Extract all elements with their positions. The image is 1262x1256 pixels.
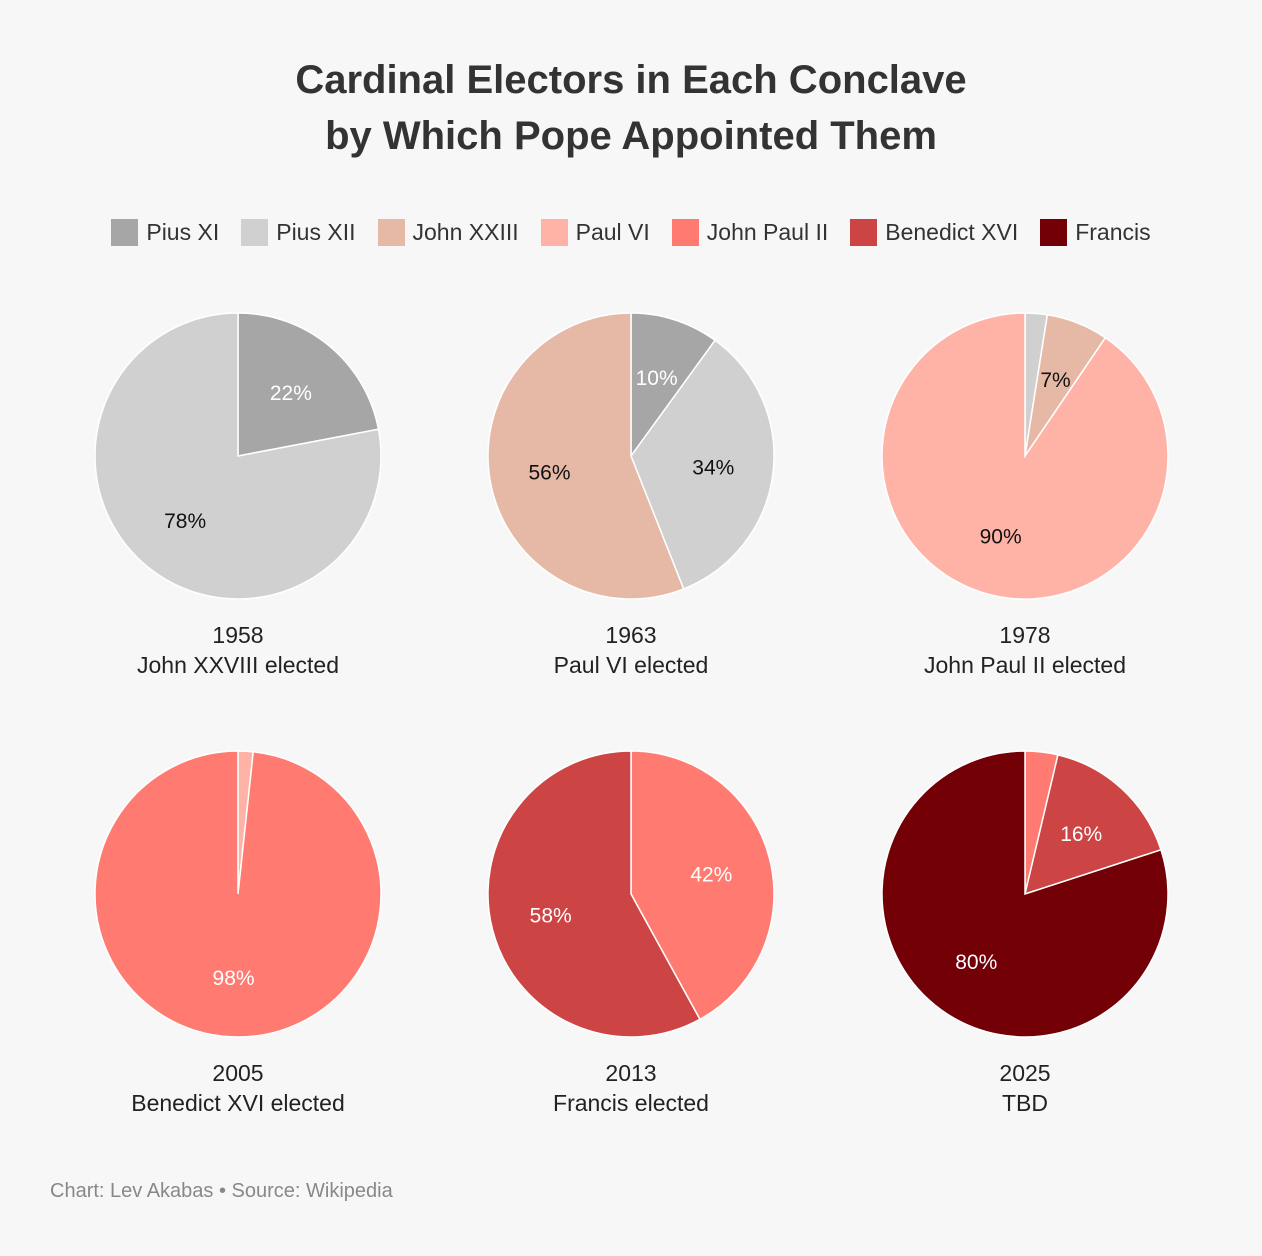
legend-item: John XXIII [377, 219, 519, 246]
pie-slice [1023, 753, 1162, 896]
legend-label: Paul VI [575, 219, 650, 245]
pie-caption-year: 1963 [605, 622, 657, 648]
legend-swatch [1040, 219, 1068, 246]
slice-label: 42% [690, 863, 732, 886]
legend-item: Paul VI [540, 219, 650, 246]
pie-chart-2005: 98% [94, 750, 382, 1038]
pie-caption: 1978 John Paul II elected [845, 620, 1205, 680]
pie-slice [630, 312, 717, 459]
pie-caption-text: TBD [1002, 1090, 1048, 1116]
pie-caption-text: John Paul II elected [923, 652, 1127, 678]
legend-swatch [671, 219, 699, 246]
pie-caption-year: 1958 [212, 622, 264, 648]
legend-label: Benedict XVI [885, 219, 1019, 245]
legend-item: John Paul II [671, 219, 829, 246]
pie-caption-text: Paul VI elected [553, 652, 709, 678]
legend-item: Pius XII [241, 219, 356, 246]
chart-title-line-1: Cardinal Electors in Each Conclave [295, 58, 967, 102]
pie-slice [487, 312, 685, 600]
slice-label: 34% [692, 456, 734, 479]
pie-caption-year: 2005 [212, 1060, 264, 1086]
slice-label: 56% [529, 462, 571, 485]
pie-slice [94, 312, 382, 600]
legend-swatch [111, 219, 139, 246]
legend-label: Pius XI [146, 219, 220, 245]
legend-swatch [241, 219, 269, 246]
pie-slice [487, 750, 701, 1038]
pie-caption: 2025 TBD [845, 1058, 1205, 1118]
legend-swatch [850, 219, 878, 246]
legend-label: John Paul II [706, 219, 829, 245]
legend: Pius XI Pius XII John XXIII Paul VI John Pau… [0, 219, 1262, 246]
slice-label: 98% [213, 967, 255, 990]
slice-label: 78% [164, 510, 206, 533]
legend-swatch [377, 219, 405, 246]
pie-slice [94, 750, 382, 1038]
pie-caption: 2013 Francis elected [451, 1058, 811, 1118]
legend-item: Benedict XVI [850, 219, 1018, 246]
legend-item: Francis [1040, 219, 1151, 246]
pie-slice [630, 339, 775, 590]
pie-caption: 1963 Paul VI elected [451, 620, 811, 680]
legend-swatch [540, 219, 568, 246]
legend-label: Francis [1075, 219, 1151, 245]
pie-chart-2025: 16% 80% [881, 750, 1169, 1038]
legend-item: Pius XI [111, 219, 219, 246]
pie-slice [881, 750, 1169, 1038]
slice-label: 58% [530, 905, 572, 928]
slice-label: 10% [636, 367, 678, 390]
pie-chart-1958: 22% 78% [94, 312, 382, 600]
pie-caption-year: 1978 [999, 622, 1051, 648]
pie-caption-text: Benedict XVI elected [131, 1090, 345, 1116]
slice-label: 22% [270, 382, 312, 405]
slice-label: 16% [1060, 823, 1102, 846]
pie-chart-1978: 7% 90% [881, 312, 1169, 600]
slice-label: 7% [1040, 369, 1070, 392]
slice-label: 80% [955, 951, 997, 974]
footer-credit: Chart: Lev Akabas • Source: Wikipedia [50, 1180, 393, 1202]
pie-chart-1963: 10% 34% 56% [487, 312, 775, 600]
chart-title: Cardinal Electors in Each Conclave by Wh… [0, 52, 1262, 164]
pie-caption-year: 2025 [999, 1060, 1051, 1086]
pie-caption-year: 2013 [605, 1060, 657, 1086]
pie-caption: 1958 John XXVIII elected [58, 620, 418, 680]
pie-chart-2013: 42% 58% [487, 750, 775, 1038]
slice-label: 90% [980, 525, 1022, 548]
pie-caption-text: John XXVIII elected [136, 652, 339, 678]
pie-caption-text: Francis elected [553, 1090, 709, 1116]
pie-slice [881, 312, 1169, 600]
pie-slice [630, 750, 775, 1021]
legend-label: John XXIII [412, 219, 519, 245]
legend-label: Pius XII [276, 219, 356, 245]
chart-title-line-2: by Which Pope Appointed Them [325, 114, 937, 158]
pie-caption: 2005 Benedict XVI elected [58, 1058, 418, 1118]
pie-slice [237, 312, 380, 457]
